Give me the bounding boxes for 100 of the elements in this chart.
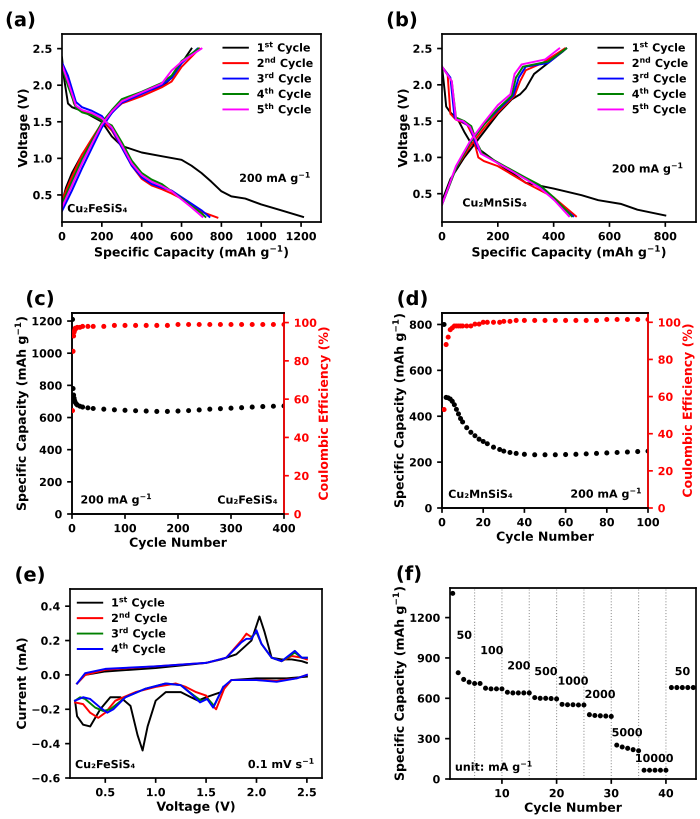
x-tick-label: 10 — [495, 788, 510, 798]
y2-tick-label: 20 — [658, 466, 673, 476]
x-tick-label: 0.5 — [96, 788, 114, 796]
chart-title: (a) — [6, 11, 34, 29]
y-tick-label: 0 — [55, 510, 62, 518]
y-tick-label: 0.0 — [41, 670, 60, 680]
y-tick-label: 0 — [425, 504, 432, 512]
y-tick-label: 900 — [418, 654, 440, 662]
x-tick-label: 20 — [550, 788, 564, 798]
y-axis-title: Specific Capacity (mAh g$^{−1}$) — [392, 314, 406, 508]
y-tick-label: 1200 — [32, 317, 62, 326]
legend-label: 3$^{rd}$ Cycle — [632, 72, 686, 85]
y-tick-label: 2.5 — [413, 44, 432, 53]
chart-title: (f) — [398, 565, 420, 583]
annotation: 50 — [676, 666, 690, 676]
x-axis-title: Cycle Number — [496, 531, 594, 544]
y-tick-label: 0.5 — [33, 190, 52, 200]
y-axis-title: Current (mA) — [16, 638, 28, 729]
annotation: 200 — [508, 661, 530, 670]
y-tick-label: 1.5 — [34, 118, 52, 126]
y-tick-label: −0.4 — [32, 740, 60, 748]
legend-label: 1$^{st}$ Cycle — [112, 596, 164, 609]
x-tick-label: 20 — [476, 518, 490, 526]
y-axis-title: Specific Capacity (mAh g$^{−1}$) — [392, 587, 406, 780]
legend-label: 4$^{th}$ Cycle — [112, 642, 166, 656]
x-tick-label: 1.5 — [197, 788, 216, 796]
chart-title: (b) — [388, 11, 416, 29]
y2-axis-title: Coulombic Efficiency (%) — [682, 324, 694, 497]
annotation: Cu₂FeSiS₄ — [76, 760, 135, 768]
legend-label: 5$^{th}$ Cycle — [632, 103, 686, 116]
y-tick-label: −0.6 — [32, 774, 60, 782]
y-tick-label: −0.2 — [32, 705, 60, 714]
y2-axis-title: Coulombic Efficiency (%) — [318, 327, 330, 500]
x-axis-title: Cycle Number — [524, 802, 622, 814]
x-tick-label: 200 — [167, 524, 190, 532]
y-tick-label: 800 — [410, 320, 432, 329]
chart-title: (e) — [16, 566, 44, 584]
annotation: 500 — [535, 666, 558, 676]
x-tick-label: 0 — [68, 524, 76, 532]
annotation: 100 — [481, 646, 503, 654]
x-tick-label: 800 — [654, 232, 676, 240]
x-tick-label: 30 — [604, 788, 618, 798]
y-tick-label: 600 — [410, 366, 432, 375]
y-tick-label: 600 — [418, 694, 440, 703]
x-tick-label: 200 — [487, 232, 509, 240]
x-tick-label: 40 — [658, 788, 674, 798]
y-tick-label: 200 — [40, 478, 62, 486]
x-tick-label: 1000 — [247, 232, 276, 240]
y2-tick-label: 100 — [294, 318, 316, 327]
annotation: unit: mA g$^{−1}$ — [456, 760, 532, 774]
x-axis-title: Voltage (V) — [156, 801, 234, 814]
y2-tick-label: 60 — [294, 395, 309, 404]
annotation: 1000 — [558, 676, 588, 685]
x-tick-label: 800 — [210, 232, 232, 240]
y-tick-label: 2.0 — [33, 81, 52, 90]
legend-label: 4$^{th}$ Cycle — [257, 88, 311, 100]
annotation: Cu₂FeSiS₄ — [68, 204, 128, 212]
y2-tick-label: 80 — [294, 356, 309, 366]
annotation: 200 mA g$^{−1}$ — [240, 172, 310, 184]
chart-title: (c) — [27, 290, 53, 308]
y2-tick-label: 0 — [294, 510, 301, 518]
y-tick-label: 400 — [410, 412, 432, 421]
y2-tick-label: 60 — [658, 392, 673, 401]
y-tick-label: 800 — [40, 381, 62, 390]
x-tick-label: 100 — [638, 518, 660, 526]
x-tick-label: 2.0 — [248, 788, 266, 796]
y2-tick-label: 20 — [294, 472, 309, 480]
y-tick-label: 0.4 — [41, 602, 60, 611]
annotation: 200 mA g$^{−1}$ — [571, 488, 641, 500]
y-tick-label: 200 — [410, 458, 432, 466]
y-tick-label: 1200 — [410, 614, 440, 622]
x-tick-label: 1.0 — [147, 788, 165, 796]
annotation: 2000 — [585, 690, 615, 698]
chart-title: (d) — [398, 290, 427, 308]
legend-label: 2$^{nd}$ Cycle — [112, 612, 168, 624]
x-tick-label: 2.5 — [298, 788, 316, 796]
annotation: 5000 — [612, 728, 642, 736]
y-tick-label: 1.5 — [414, 117, 432, 126]
y-tick-label: 0 — [433, 774, 440, 784]
y2-tick-label: 40 — [294, 433, 309, 442]
y2-tick-label: 80 — [658, 355, 673, 364]
x-tick-label: 100 — [114, 524, 136, 532]
x-axis-title: Specific Capacity (mAh g$^{−1}$) — [472, 245, 666, 260]
y-tick-label: 0.2 — [41, 636, 60, 645]
x-tick-label: 40 — [517, 518, 532, 526]
x-tick-label: 400 — [130, 232, 153, 240]
y2-tick-label: 100 — [658, 318, 680, 327]
y-tick-label: 2.0 — [413, 80, 432, 90]
legend-label: 1$^{st}$ Cycle — [258, 42, 310, 54]
legend-label: 3$^{rd}$ Cycle — [112, 627, 166, 640]
annotation: 50 — [457, 630, 472, 639]
x-tick-label: 60 — [558, 518, 573, 526]
y-tick-label: 0.5 — [413, 190, 432, 198]
legend-label: 4$^{th}$ Cycle — [632, 88, 686, 100]
y-tick-label: 1.0 — [34, 154, 52, 163]
x-tick-label: 400 — [542, 232, 565, 240]
x-axis-title: Specific Capacity (mAh g$^{−1}$) — [94, 245, 288, 260]
legend-label: 2$^{nd}$ Cycle — [632, 56, 688, 70]
x-tick-label: 300 — [220, 524, 242, 532]
y2-tick-label: 40 — [658, 430, 673, 438]
